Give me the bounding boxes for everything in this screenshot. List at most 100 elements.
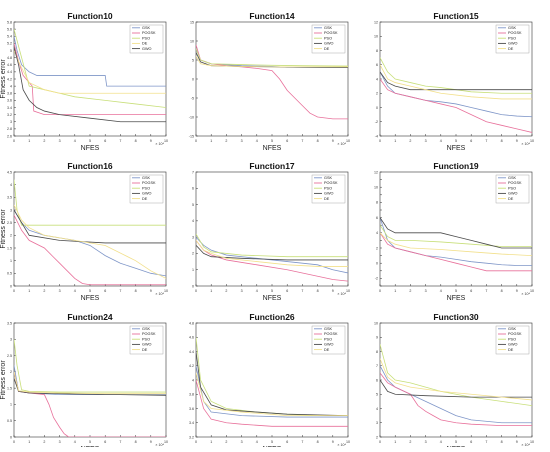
plot-area (195, 21, 349, 137)
x-tick-label: 4 (440, 139, 442, 143)
series-line-pogsk (380, 78, 532, 133)
legend-entry: GSK (142, 176, 150, 180)
y-tick-label: 3.4 (7, 106, 12, 110)
chart-title: Function16 (67, 161, 113, 171)
y-tick-label: 4 (10, 183, 12, 187)
x-tick-label: 1 (394, 289, 396, 293)
legend-entry: GSK (508, 176, 516, 180)
legend-entry: GSK (142, 26, 150, 30)
y-tick-label: 5.6 (7, 27, 12, 31)
x-tick-label: 5 (89, 440, 91, 444)
series-line-de (196, 55, 348, 68)
y-tick-label: 1.5 (7, 246, 12, 250)
x-tick-label: 2 (43, 440, 45, 444)
x-tick-label: 3 (425, 289, 427, 293)
chart-title: Function19 (433, 161, 479, 171)
series-line-gwo (14, 209, 166, 244)
x-tick-label: 5 (89, 139, 91, 143)
x-tick-label: 10 (530, 289, 534, 293)
y-tick-label: 3.6 (189, 407, 194, 411)
series-line-pogsk (380, 232, 532, 272)
legend-entry: PSO (508, 36, 516, 40)
series-line-de (380, 358, 532, 401)
y-tick-label: 0.5 (7, 272, 12, 276)
series-line-pso (14, 339, 166, 393)
x-tick-label: 2 (43, 139, 45, 143)
legend-entry: GSK (508, 327, 516, 331)
y-tick-label: 2 (376, 92, 378, 96)
y-tick-label: 4 (376, 77, 378, 81)
y-tick-label: 3.2 (7, 113, 12, 117)
x-tick-label: 9 (332, 440, 334, 444)
legend-entry: PSO (142, 36, 150, 40)
x-tick-label: 8 (135, 289, 137, 293)
x-tick-label: 2 (409, 440, 411, 444)
y-tick-label: 4.2 (7, 77, 12, 81)
y-tick-label: 2.5 (7, 221, 12, 225)
legend-entry: PSO (324, 186, 332, 190)
x-tick-label: 8 (317, 139, 319, 143)
legend-entry: PSO (324, 36, 332, 40)
y-tick-label: 4.4 (189, 350, 194, 354)
legend-entry: POGSK (142, 181, 156, 185)
y-tick-label: 5 (376, 393, 378, 397)
series-line-de (14, 204, 166, 279)
y-tick-label: 3 (10, 338, 12, 342)
x-tick-label: 7 (301, 440, 303, 444)
x-tick-label: 0 (195, 139, 197, 143)
y-tick-label: -4 (375, 134, 378, 138)
y-tick-label: 10 (190, 39, 194, 43)
x-tick-label: 2 (225, 139, 227, 143)
x-axis-label: NFES (81, 145, 100, 152)
series-line-gwo (196, 245, 348, 261)
legend-entry: GWO (508, 42, 518, 46)
y-tick-label: -10 (189, 115, 194, 119)
x-tick-label: 0 (379, 440, 381, 444)
x-tick-label: 4 (74, 139, 76, 143)
series-line-pso (196, 48, 348, 67)
y-tick-label: 5 (192, 58, 194, 62)
x-multiplier: × 10⁴ (521, 443, 530, 447)
y-tick-label: 3 (192, 235, 194, 239)
legend-entry: DE (142, 42, 148, 46)
series-line-pso (380, 224, 532, 247)
x-tick-label: 6 (286, 440, 288, 444)
legend-entry: DE (324, 47, 330, 51)
series-line-de (14, 50, 166, 94)
x-tick-label: 4 (74, 289, 76, 293)
y-tick-label: 4 (192, 219, 194, 223)
x-tick-label: 1 (28, 440, 30, 444)
x-tick-label: 6 (104, 440, 106, 444)
legend-entry: DE (508, 47, 514, 51)
legend-entry: GWO (142, 47, 152, 51)
y-tick-label: 8 (376, 350, 378, 354)
x-axis-label: NFES (263, 295, 282, 302)
legend-entry: GWO (508, 343, 518, 347)
series-line-de (380, 232, 532, 256)
legend-entry: GSK (508, 26, 516, 30)
x-tick-label: 7 (485, 139, 487, 143)
y-tick-label: 2 (376, 246, 378, 250)
y-tick-label: 5 (10, 49, 12, 53)
y-tick-label: 3 (376, 421, 378, 425)
series-line-de (380, 64, 532, 100)
legend-entry: POGSK (324, 332, 338, 336)
y-tick-label: 0 (10, 284, 12, 288)
y-tick-label: 4.6 (7, 63, 12, 67)
legend-entry: DE (508, 197, 514, 201)
x-tick-label: 7 (119, 289, 121, 293)
series-line-pogsk (380, 372, 532, 426)
y-tick-label: 7 (192, 170, 194, 174)
series-line-gwo (14, 46, 166, 123)
y-tick-label: 10 (374, 35, 378, 39)
x-tick-label: 5 (455, 440, 457, 444)
legend-entry: PSO (324, 337, 332, 341)
y-tick-label: 9 (376, 336, 378, 340)
legend-entry: GSK (142, 327, 150, 331)
y-tick-label: 6 (376, 378, 378, 382)
legend-entry: GWO (324, 42, 334, 46)
series-line-pogsk (196, 44, 348, 120)
x-tick-label: 1 (210, 139, 212, 143)
y-tick-label: 6 (376, 216, 378, 220)
